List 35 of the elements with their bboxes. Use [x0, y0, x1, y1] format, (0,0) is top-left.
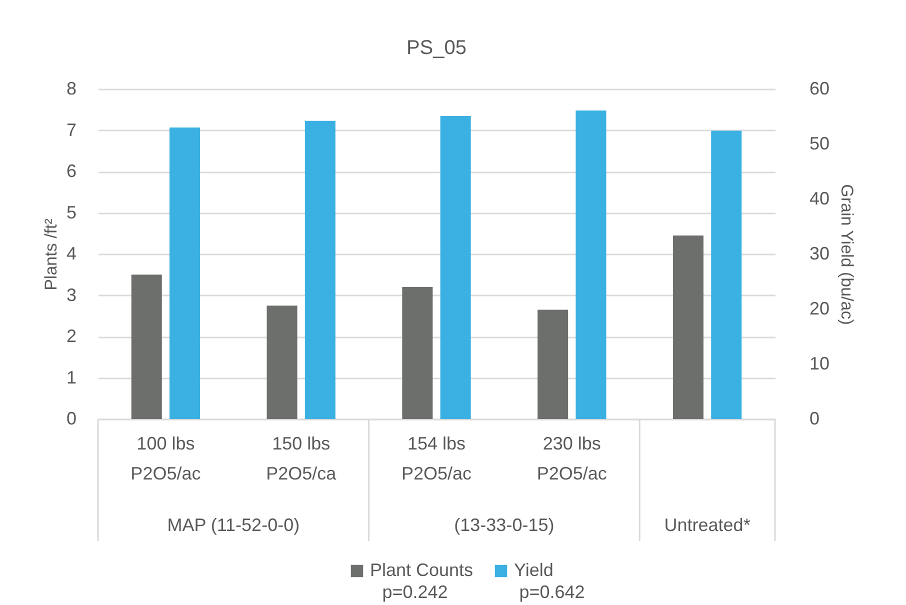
y-tick-label: 2 — [66, 326, 76, 346]
x-tick-label: 100 lbs P2O5/ac — [130, 434, 201, 484]
text: (13-33-0-15) — [454, 515, 554, 536]
legend-label: Yield — [514, 560, 554, 580]
y2-tick-label: 60 — [810, 78, 830, 98]
text: Untreated* — [664, 515, 750, 536]
text: MAP (11-52-0-0) — [167, 515, 300, 536]
y2-tick-label: 20 — [810, 298, 830, 318]
text: p=0.242 — [382, 582, 448, 603]
y-tick-label: 5 — [66, 202, 76, 222]
y2-tick-label: 0 — [810, 408, 820, 428]
y-tick-label: 4 — [66, 244, 76, 264]
legend-label: Plant Counts — [370, 560, 474, 580]
chart-title: PS_05 — [406, 37, 467, 59]
x-tick-label: 230 lbs P2O5/ac — [536, 434, 607, 484]
y-tick-label: 0 — [66, 408, 76, 428]
y-tick-label: 6 — [66, 161, 76, 181]
x-tick-label: 150 lbs P2O5/ca — [266, 434, 338, 484]
bar — [266, 306, 298, 419]
y2-tick-label: 30 — [810, 244, 830, 264]
x-tick-label: 154 lbs P2O5/ac — [401, 434, 472, 484]
bar — [402, 287, 433, 419]
y-tick-label: 8 — [66, 78, 76, 98]
y-tick-label: 7 — [66, 120, 76, 140]
y2-tick-label: 40 — [810, 188, 830, 208]
bar — [672, 235, 704, 419]
y2-tick-label: 50 — [810, 134, 830, 154]
y-axis-title: Plants /ft² — [41, 218, 60, 290]
y-tick-label: 3 — [66, 284, 76, 305]
y2-axis-title: Grain Yield (bu/ac) — [838, 184, 857, 325]
y-tick-label: 1 — [66, 367, 76, 388]
bar — [538, 310, 568, 419]
text: p=0.642 — [519, 582, 585, 603]
y2-tick-label: 10 — [810, 354, 830, 374]
bar — [131, 274, 162, 419]
